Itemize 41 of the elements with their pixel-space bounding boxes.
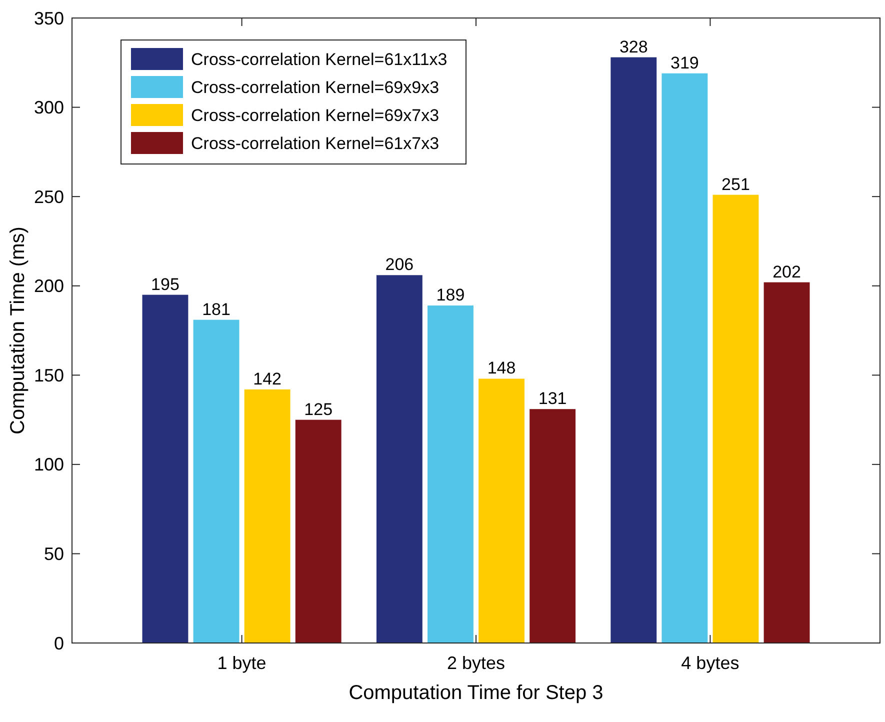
y-tick-label: 350 [34, 8, 64, 28]
data-label: 142 [253, 369, 282, 388]
bar [764, 282, 810, 643]
legend-label: Cross-correlation Kernel=69x7x3 [191, 106, 440, 125]
bar [244, 389, 290, 643]
data-label: 131 [538, 389, 567, 408]
bar [662, 73, 708, 643]
bar [478, 378, 524, 643]
bar [295, 420, 342, 643]
y-axis-title: Computation Time (ms) [7, 226, 29, 434]
data-label: 181 [202, 300, 230, 319]
x-tick-label: 4 bytes [681, 653, 740, 673]
y-tick-label: 200 [34, 276, 64, 296]
data-label: 251 [722, 174, 750, 194]
bar [428, 306, 474, 643]
data-label: 125 [304, 400, 333, 419]
data-label: 189 [436, 286, 465, 304]
y-tick-label: 300 [34, 98, 64, 118]
data-label: 148 [487, 358, 516, 378]
legend-label: Cross-correlation Kernel=61x11x3 [191, 50, 448, 69]
bar [712, 194, 759, 643]
data-label: 328 [619, 37, 648, 56]
bar [193, 320, 240, 643]
bar [142, 294, 188, 643]
x-axis-title: Computation Time for Step 3 [348, 682, 604, 704]
y-tick-label: 50 [44, 544, 64, 564]
data-label: 202 [772, 262, 801, 282]
x-tick-label: 2 bytes [446, 653, 506, 673]
data-label: 206 [385, 255, 414, 274]
x-tick-label: 1 byte [217, 653, 266, 673]
bar [610, 57, 657, 643]
data-label: 195 [151, 274, 180, 294]
y-tick-label: 100 [34, 454, 64, 475]
y-tick-label: 250 [34, 186, 64, 207]
legend-label: Cross-correlation Kernel=61x7x3 [191, 134, 440, 153]
y-tick-label: 0 [54, 633, 64, 654]
bar [530, 409, 576, 643]
y-tick-label: 150 [34, 365, 64, 386]
data-label: 319 [670, 53, 699, 72]
legend-label: Cross-correlation Kernel=69x9x3 [191, 78, 440, 97]
bar [376, 275, 422, 643]
